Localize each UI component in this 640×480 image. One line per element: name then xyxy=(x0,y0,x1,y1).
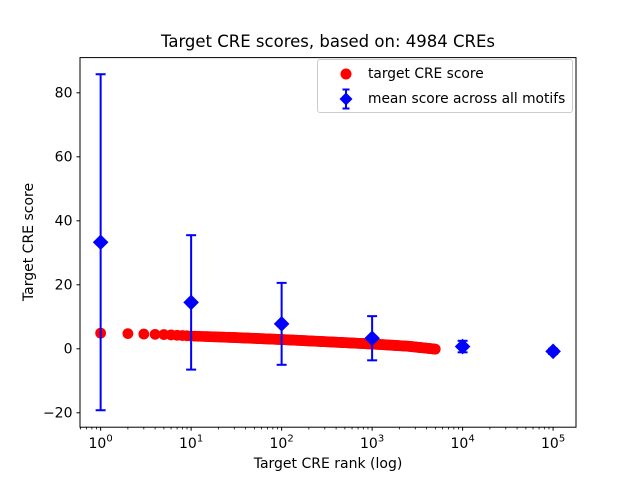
x-tick-label: 100 xyxy=(89,434,113,453)
y-tick-label: 80 xyxy=(55,86,73,102)
legend-label-target-score: target CRE score xyxy=(368,65,484,82)
y-tick-label: −20 xyxy=(43,406,73,422)
plot-frame xyxy=(79,57,577,428)
legend-item-mean-score: mean score across all motifs xyxy=(318,86,572,111)
red-circle-marker-icon xyxy=(340,68,352,79)
mean-diamond xyxy=(273,316,290,332)
y-tick-label: 60 xyxy=(55,150,73,166)
chart-title: Target CRE scores, based on: 4984 CREs xyxy=(160,32,496,51)
x-tick-label: 103 xyxy=(360,434,384,453)
x-tick-label: 101 xyxy=(179,434,203,453)
mean-diamond xyxy=(545,343,561,360)
legend: target CRE score mean score across all m… xyxy=(317,59,573,113)
target-score-dot xyxy=(429,343,441,355)
mean-diamond xyxy=(92,234,109,251)
mean-diamond xyxy=(454,338,471,355)
y-tick-label: 20 xyxy=(55,278,73,294)
mean-diamond xyxy=(183,294,199,311)
target-score-dot xyxy=(149,328,161,340)
legend-label-mean-score: mean score across all motifs xyxy=(368,90,566,107)
mean-diamond xyxy=(364,330,380,347)
x-tick-label: 102 xyxy=(270,434,294,453)
legend-item-target-score: target CRE score xyxy=(318,61,572,86)
x-axis-label: Target CRE rank (log) xyxy=(253,456,403,472)
x-tick-label: 104 xyxy=(451,434,475,453)
blue-diamond-errorbar-marker-icon xyxy=(339,88,353,109)
y-tick-label: 40 xyxy=(55,214,73,230)
x-tick-label: 105 xyxy=(541,434,565,453)
target-score-dot xyxy=(138,328,150,340)
target-score-dot xyxy=(122,328,134,340)
y-axis-label: Target CRE score xyxy=(21,182,37,302)
y-tick-label: 0 xyxy=(64,342,73,358)
